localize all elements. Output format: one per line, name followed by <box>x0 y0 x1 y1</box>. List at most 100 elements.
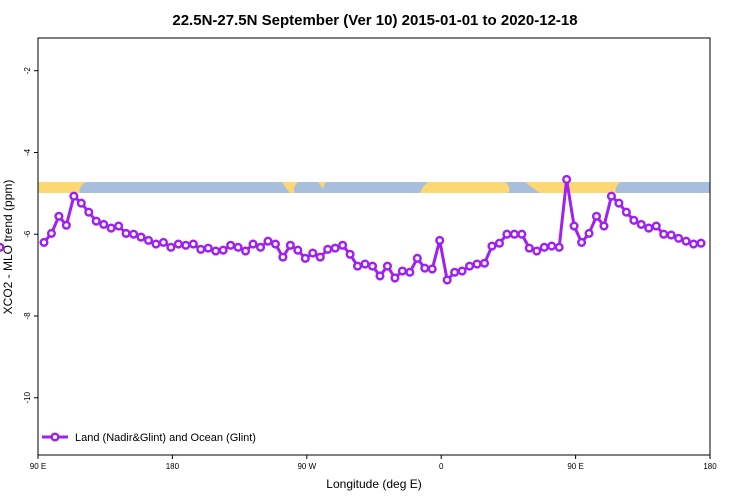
point <box>84 207 94 217</box>
point <box>621 207 631 217</box>
point <box>606 191 616 201</box>
point <box>285 240 295 250</box>
point <box>494 238 504 248</box>
point <box>345 249 355 259</box>
point <box>405 267 415 277</box>
y-tick-label: -10 <box>23 391 32 403</box>
point <box>308 248 318 258</box>
point <box>554 242 564 252</box>
point <box>584 228 594 238</box>
point <box>136 232 146 242</box>
point <box>353 261 363 271</box>
point <box>338 240 348 250</box>
y-tick-label: -8 <box>23 312 32 320</box>
point <box>539 242 549 252</box>
point <box>114 221 124 231</box>
point <box>666 230 676 240</box>
point <box>547 241 557 251</box>
point <box>158 237 168 247</box>
point <box>569 221 579 231</box>
point <box>524 243 534 253</box>
point <box>674 233 684 243</box>
point <box>517 229 527 239</box>
x-tick-label: 90 W <box>297 462 316 471</box>
point <box>61 220 71 230</box>
point <box>479 258 490 268</box>
point <box>255 242 266 252</box>
land <box>282 182 298 193</box>
x-axis-label: Longitude (deg E) <box>326 477 421 491</box>
point <box>270 239 280 249</box>
land-ocean-strip <box>38 182 710 193</box>
point <box>591 211 602 221</box>
y-tick-label: -6 <box>23 230 32 238</box>
point <box>689 239 699 249</box>
point <box>412 253 422 263</box>
point <box>382 261 392 271</box>
land <box>38 182 86 193</box>
y-tick-label: -4 <box>23 148 32 156</box>
x-tick-label: 180 <box>166 462 180 471</box>
point <box>0 242 5 252</box>
point <box>457 266 467 276</box>
x-tick-label: 90 E <box>567 462 583 471</box>
point <box>397 266 407 276</box>
point <box>46 228 56 238</box>
legend-label: Land (Nadir&Glint) and Ocean (Glint) <box>75 432 256 444</box>
point <box>696 238 706 248</box>
point <box>681 236 691 246</box>
point <box>293 245 303 255</box>
point <box>577 237 587 247</box>
point <box>636 219 646 229</box>
point <box>465 261 475 271</box>
point <box>472 259 482 269</box>
point <box>121 228 131 238</box>
point <box>427 264 437 274</box>
point <box>218 245 228 255</box>
point <box>659 229 669 239</box>
point <box>263 236 273 246</box>
point <box>248 239 258 249</box>
point <box>203 243 213 253</box>
point <box>76 198 86 208</box>
point <box>599 221 609 231</box>
land <box>318 182 326 190</box>
point <box>532 246 542 256</box>
point <box>188 239 198 249</box>
x-tick-label: 90 E <box>30 462 46 471</box>
chart-title: 22.5N-27.5N September (Ver 10) 2015-01-0… <box>172 12 577 29</box>
point <box>442 275 452 285</box>
plot-frame <box>37 37 711 456</box>
point <box>143 235 154 245</box>
legend-marker <box>50 432 60 442</box>
point <box>375 271 385 281</box>
point <box>367 261 378 271</box>
point <box>196 244 206 254</box>
point <box>390 273 400 283</box>
point <box>487 241 497 251</box>
point <box>509 229 519 239</box>
point <box>614 198 624 208</box>
point <box>323 244 333 254</box>
point <box>278 252 288 262</box>
point <box>106 223 116 233</box>
point <box>629 215 639 225</box>
point <box>562 174 572 185</box>
point <box>173 239 183 249</box>
point <box>69 191 79 201</box>
x-tick-label: 0 <box>439 462 444 471</box>
point <box>99 219 109 229</box>
point <box>166 242 176 252</box>
x-tick-label: 180 <box>703 462 717 471</box>
point <box>151 239 161 249</box>
point <box>644 223 654 233</box>
y-axis-label: XCO2 - MLO trend (ppm) <box>1 180 15 315</box>
point <box>300 253 310 263</box>
point <box>129 229 139 239</box>
point <box>450 267 460 277</box>
land <box>525 182 620 193</box>
point <box>330 243 340 253</box>
point <box>502 229 512 239</box>
point <box>54 211 64 221</box>
